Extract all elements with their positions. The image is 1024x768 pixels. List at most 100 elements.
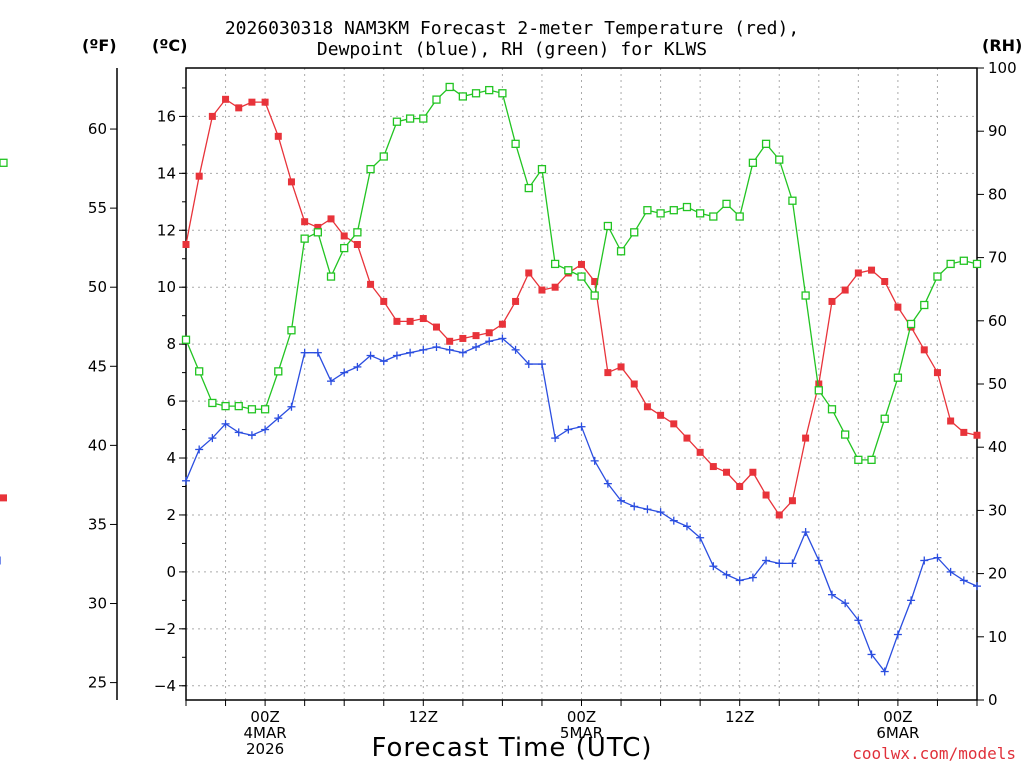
dewpoint-point	[841, 599, 850, 608]
dewpoint-point	[907, 596, 916, 605]
celsius-tick-label: 4	[166, 449, 176, 467]
time-tick-label: 2026	[246, 740, 284, 758]
dewpoint-point	[234, 428, 243, 437]
temperature-point	[933, 369, 941, 377]
celsius-tick-label: −4	[154, 677, 176, 695]
temperature-point	[182, 241, 190, 249]
temperature-point	[446, 337, 454, 345]
temperature-point	[393, 317, 401, 325]
rh-point	[761, 139, 771, 148]
temperature-point	[472, 332, 480, 340]
dewpoint-point	[788, 559, 797, 568]
rh-point	[326, 272, 336, 281]
dewpoint-point	[221, 419, 230, 428]
temperature-point	[248, 98, 256, 106]
time-tick-label: 4MAR	[244, 724, 287, 742]
dewpoint-point	[933, 553, 942, 562]
celsius-axis-ticks: −4 −2 0 2 4 6 8 10 12 14 16	[154, 87, 186, 695]
temperature-point	[736, 482, 744, 490]
dewpoint-point	[392, 351, 401, 360]
dewpoint-point	[775, 559, 784, 568]
chart-title-line-2: Dewpoint (blue), RH (green) for KLWS	[316, 39, 708, 60]
temperature-point	[432, 323, 440, 331]
rh-tick-label: 50	[988, 375, 1007, 393]
temperature-point	[973, 431, 981, 439]
rh-point	[234, 401, 243, 411]
temperature-point	[881, 278, 889, 286]
rh-point	[788, 196, 797, 205]
temperature-point	[749, 468, 757, 476]
dewpoint-point	[696, 533, 705, 542]
rh-point	[827, 405, 837, 414]
temperature-point	[854, 269, 862, 277]
rh-point	[550, 259, 560, 269]
celsius-tick-label: −2	[154, 620, 176, 638]
dewpoint-point	[511, 345, 520, 354]
dewpoint-point	[801, 528, 810, 537]
rh-point	[630, 228, 639, 237]
dewpoint-point	[524, 360, 533, 369]
rh-point	[524, 183, 533, 193]
rh-point	[0, 158, 8, 167]
dewpoint-point	[353, 362, 362, 371]
rh-point	[946, 259, 955, 269]
rh-tick-label: 10	[988, 628, 1007, 646]
celsius-tick-label: 14	[157, 164, 176, 182]
temperature-point	[815, 380, 823, 388]
temperature-point	[657, 411, 665, 419]
temperature-point	[274, 132, 282, 140]
temperature-point	[868, 266, 876, 274]
time-tick-label: 00Z	[567, 708, 596, 726]
rh-tick-label: 70	[988, 249, 1007, 267]
rh-point	[603, 221, 613, 231]
chart-axes	[116, 67, 978, 701]
fahrenheit-tick-label: 35	[88, 515, 107, 533]
rh-tick-label: 60	[988, 312, 1007, 330]
time-tick-label: 12Z	[725, 708, 754, 726]
rh-point	[906, 319, 916, 329]
grid-lines	[186, 68, 977, 700]
dewpoint-point	[893, 630, 902, 639]
temperature-point	[723, 468, 731, 476]
temperature-point	[578, 260, 585, 268]
dewpoint-point	[472, 342, 481, 351]
rh-point	[920, 300, 929, 310]
temperature-point	[788, 497, 796, 505]
dewpoint-point	[722, 570, 731, 579]
temperature-point	[498, 320, 506, 328]
temperature-point	[841, 286, 849, 294]
fahrenheit-axis-ticks: 25 30 35 40 45 50 55 60	[88, 120, 117, 692]
dewpoint-point	[854, 616, 863, 625]
rh-point	[340, 243, 349, 253]
temperature-point	[591, 278, 599, 286]
time-tick-label: 00Z	[250, 708, 279, 726]
dewpoint-point	[656, 508, 665, 517]
celsius-tick-label: 6	[166, 392, 176, 410]
rh-point	[313, 228, 322, 237]
rh-point	[893, 373, 903, 382]
dewpoint-point	[564, 425, 573, 434]
rh-point	[880, 414, 889, 423]
rh-point	[643, 206, 652, 215]
dewpoint-point	[274, 414, 283, 423]
dewpoint-point	[880, 667, 889, 676]
rh-tick-label: 40	[988, 438, 1007, 456]
celsius-tick-label: 2	[166, 506, 176, 524]
temperature-point	[512, 297, 520, 305]
rh-point	[722, 199, 731, 209]
rh-point	[748, 158, 758, 167]
credit-link[interactable]: coolwx.com/models	[852, 744, 1016, 763]
rh-point	[669, 206, 678, 215]
dewpoint-point	[485, 337, 494, 346]
series-layer	[0, 82, 982, 676]
rh-tick-label: 100	[988, 59, 1017, 77]
rh-point	[682, 202, 692, 212]
rh-point	[709, 212, 718, 221]
rh-point	[656, 209, 665, 218]
time-tick-label: 12Z	[409, 708, 438, 726]
rh-point	[432, 95, 441, 104]
temperature-point	[762, 491, 770, 499]
dewpoint-point	[590, 456, 599, 465]
